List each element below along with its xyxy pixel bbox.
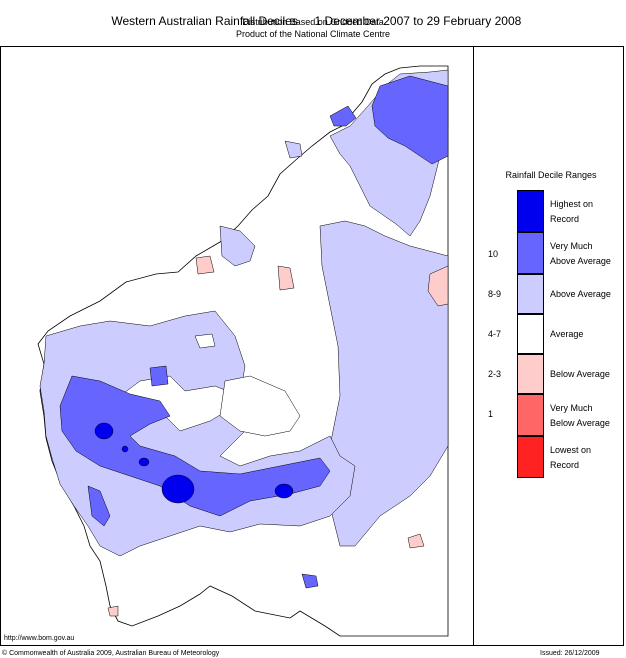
above-average-region-coast xyxy=(219,225,256,267)
legend-label-highest: Highest on Record xyxy=(550,199,594,224)
very-much-above-region-northwest xyxy=(329,105,357,127)
below-average-patch-4 xyxy=(407,533,425,549)
legend-swatch-average xyxy=(517,314,544,354)
footer-copyright: © Commonwealth of Australia 2009, Austra… xyxy=(2,650,220,657)
highest-on-record-patch-5 xyxy=(121,445,129,453)
map-frame xyxy=(0,46,624,646)
legend-title: Rainfall Decile Ranges xyxy=(505,170,597,180)
legend-swatch-highest xyxy=(517,190,544,232)
map-title: Western Australian Rainfall Deciles 1 De… xyxy=(0,0,626,28)
map-subtitle-2: Product of the National Climate Centre xyxy=(235,29,391,39)
map-title-left: Western Australian Rainfall Deciles xyxy=(111,14,298,28)
legend-swatch-below xyxy=(517,354,544,394)
legend-swatch-very-much-below xyxy=(517,394,544,436)
legend-range-1: 1 xyxy=(488,409,494,419)
legend-swatch-very-much-above xyxy=(517,232,544,274)
legend-label-below: Below Average xyxy=(550,369,610,379)
highest-on-record-patch-1 xyxy=(161,474,195,504)
legend-divider xyxy=(473,46,474,646)
legend-swatch-lowest xyxy=(517,436,544,478)
very-much-above-region-south xyxy=(301,573,319,589)
legend-range-10: 10 xyxy=(488,249,499,259)
average-pocket-2 xyxy=(219,375,301,437)
map-subtitle-1: Distribution Based on Gridded Data xyxy=(242,17,384,27)
legend-label-lowest: Lowest on Record xyxy=(550,445,592,470)
below-average-patch-1 xyxy=(195,255,215,275)
legend-label-average: Average xyxy=(550,329,584,339)
legend-label-very-much-above: Very Much Above Average xyxy=(550,241,611,266)
highest-on-record-patch-4 xyxy=(138,457,150,467)
average-pocket-1 xyxy=(194,333,216,349)
very-much-above-region-island xyxy=(149,365,169,387)
footer-issued: Issued: 26/12/2009 xyxy=(540,650,600,657)
very-much-above-region-west xyxy=(59,375,331,517)
legend-swatch-above xyxy=(517,274,544,314)
highest-on-record-patch-2 xyxy=(94,422,114,440)
map-title-right: 1 December 2007 to 29 February 2008 xyxy=(314,14,522,28)
below-average-patch-2 xyxy=(277,265,295,291)
legend-label-above: Above Average xyxy=(550,289,611,299)
rainfall-decile-map xyxy=(37,65,449,637)
legend-range-4-7: 4-7 xyxy=(488,329,502,339)
legend-label-very-much-below: Very Much Below Average xyxy=(550,403,610,428)
below-average-patch-3 xyxy=(427,265,449,307)
below-average-patch-5 xyxy=(107,605,119,617)
very-much-above-region-north xyxy=(371,75,449,165)
above-average-region-north-small xyxy=(284,140,303,159)
legend-range-8-9: 8-9 xyxy=(488,289,502,299)
legend-range-2-3: 2-3 xyxy=(488,369,502,379)
footer-url: http://www.bom.gov.au xyxy=(4,635,75,642)
very-much-above-region-coast xyxy=(87,485,111,527)
highest-on-record-patch-3 xyxy=(274,483,294,499)
